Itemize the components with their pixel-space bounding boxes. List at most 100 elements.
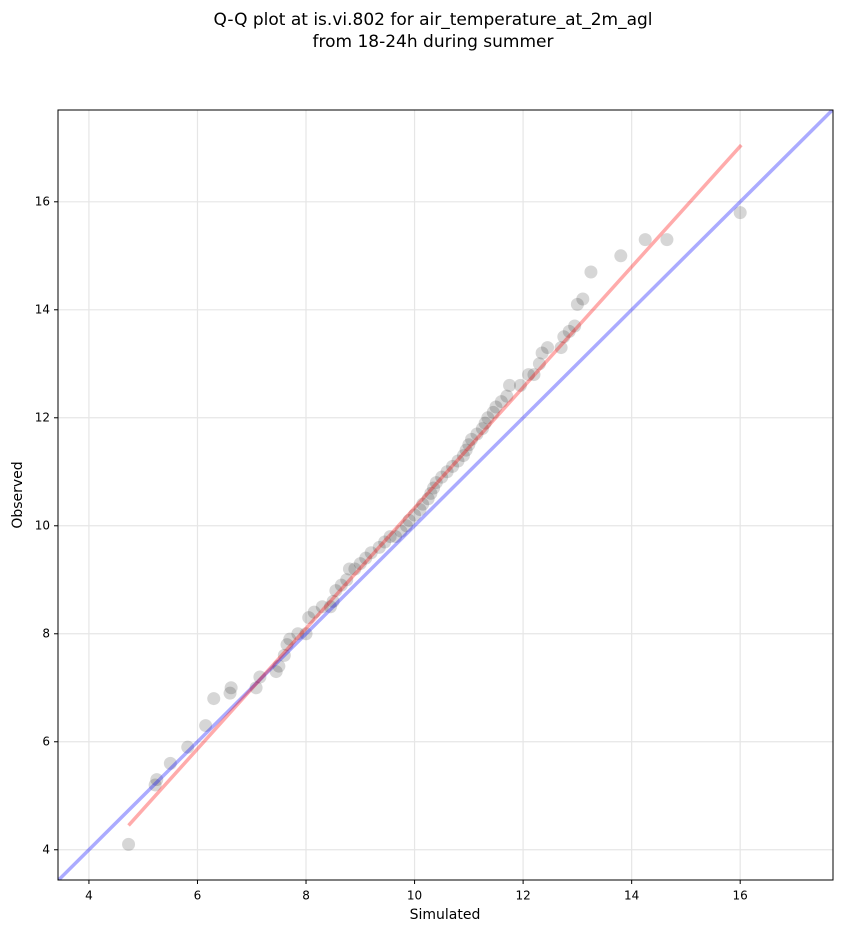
point bbox=[253, 670, 267, 684]
x-tick-label: 16 bbox=[733, 889, 748, 903]
chart-title: from 18-24h during summer bbox=[313, 32, 554, 52]
point bbox=[148, 778, 162, 792]
point bbox=[353, 557, 367, 571]
point bbox=[421, 492, 435, 506]
point bbox=[470, 427, 484, 441]
point bbox=[503, 378, 517, 392]
point bbox=[342, 562, 356, 576]
point bbox=[394, 524, 408, 538]
point bbox=[562, 324, 576, 338]
plot-frame bbox=[57, 109, 834, 881]
x-tick-label: 4 bbox=[85, 889, 93, 903]
point bbox=[570, 297, 584, 311]
point bbox=[660, 233, 674, 247]
point bbox=[440, 465, 454, 479]
x-tick-label: 12 bbox=[515, 889, 530, 903]
point bbox=[181, 740, 195, 754]
point bbox=[527, 368, 541, 382]
point bbox=[249, 681, 263, 695]
point bbox=[224, 681, 238, 695]
point bbox=[402, 513, 416, 527]
reference-line bbox=[58, 110, 833, 880]
point bbox=[364, 546, 378, 560]
point bbox=[315, 600, 329, 614]
point bbox=[532, 357, 546, 371]
point bbox=[291, 627, 305, 641]
point bbox=[150, 773, 164, 787]
point bbox=[207, 692, 221, 706]
point bbox=[378, 535, 392, 549]
point bbox=[614, 249, 628, 263]
point bbox=[478, 416, 492, 430]
point bbox=[446, 459, 460, 473]
point bbox=[733, 206, 747, 220]
point bbox=[416, 497, 430, 511]
point bbox=[334, 578, 348, 592]
point bbox=[307, 605, 321, 619]
point bbox=[323, 600, 337, 614]
point bbox=[122, 837, 136, 851]
x-tick-label: 6 bbox=[194, 889, 202, 903]
point bbox=[427, 481, 441, 495]
point bbox=[513, 378, 527, 392]
point bbox=[399, 519, 413, 533]
x-tick-label: 8 bbox=[302, 889, 310, 903]
point bbox=[435, 470, 449, 484]
point bbox=[269, 665, 283, 679]
point bbox=[451, 454, 465, 468]
point bbox=[576, 292, 590, 306]
point bbox=[272, 659, 286, 673]
point bbox=[359, 551, 373, 565]
y-tick-label: 14 bbox=[35, 302, 50, 316]
y-tick-label: 12 bbox=[35, 410, 50, 424]
point bbox=[535, 346, 549, 360]
x-tick-label: 14 bbox=[624, 889, 639, 903]
point bbox=[500, 389, 514, 403]
point bbox=[340, 573, 354, 587]
point bbox=[486, 405, 500, 419]
point bbox=[462, 438, 476, 452]
y-tick-label: 16 bbox=[35, 194, 50, 208]
point bbox=[465, 432, 479, 446]
point bbox=[372, 540, 386, 554]
point bbox=[554, 341, 568, 355]
y-tick-label: 6 bbox=[42, 734, 50, 748]
point bbox=[475, 422, 489, 436]
point bbox=[283, 632, 297, 646]
point bbox=[424, 486, 438, 500]
point bbox=[413, 503, 427, 517]
y-tick-label: 8 bbox=[42, 626, 50, 640]
point bbox=[568, 319, 582, 333]
point bbox=[557, 330, 571, 344]
point bbox=[199, 719, 213, 733]
point bbox=[280, 638, 294, 652]
point bbox=[299, 627, 313, 641]
point bbox=[383, 530, 397, 544]
point bbox=[326, 594, 340, 608]
point bbox=[522, 368, 536, 382]
point bbox=[348, 562, 362, 576]
point bbox=[541, 341, 555, 355]
y-tick-label: 4 bbox=[42, 842, 50, 856]
x-tick-label: 10 bbox=[407, 889, 422, 903]
point bbox=[329, 584, 343, 598]
point bbox=[277, 648, 291, 662]
point bbox=[223, 686, 237, 700]
point bbox=[456, 449, 470, 463]
y-axis-label: Observed bbox=[10, 461, 26, 528]
point bbox=[481, 411, 495, 425]
point bbox=[429, 476, 443, 490]
point bbox=[459, 443, 473, 457]
point bbox=[489, 400, 503, 414]
point bbox=[584, 265, 598, 279]
point bbox=[408, 508, 422, 522]
point bbox=[494, 395, 508, 409]
reference-line bbox=[127, 143, 743, 827]
point bbox=[302, 611, 316, 625]
point bbox=[638, 233, 652, 247]
point bbox=[389, 530, 403, 544]
point bbox=[163, 756, 177, 770]
x-axis-label: Simulated bbox=[410, 907, 481, 923]
